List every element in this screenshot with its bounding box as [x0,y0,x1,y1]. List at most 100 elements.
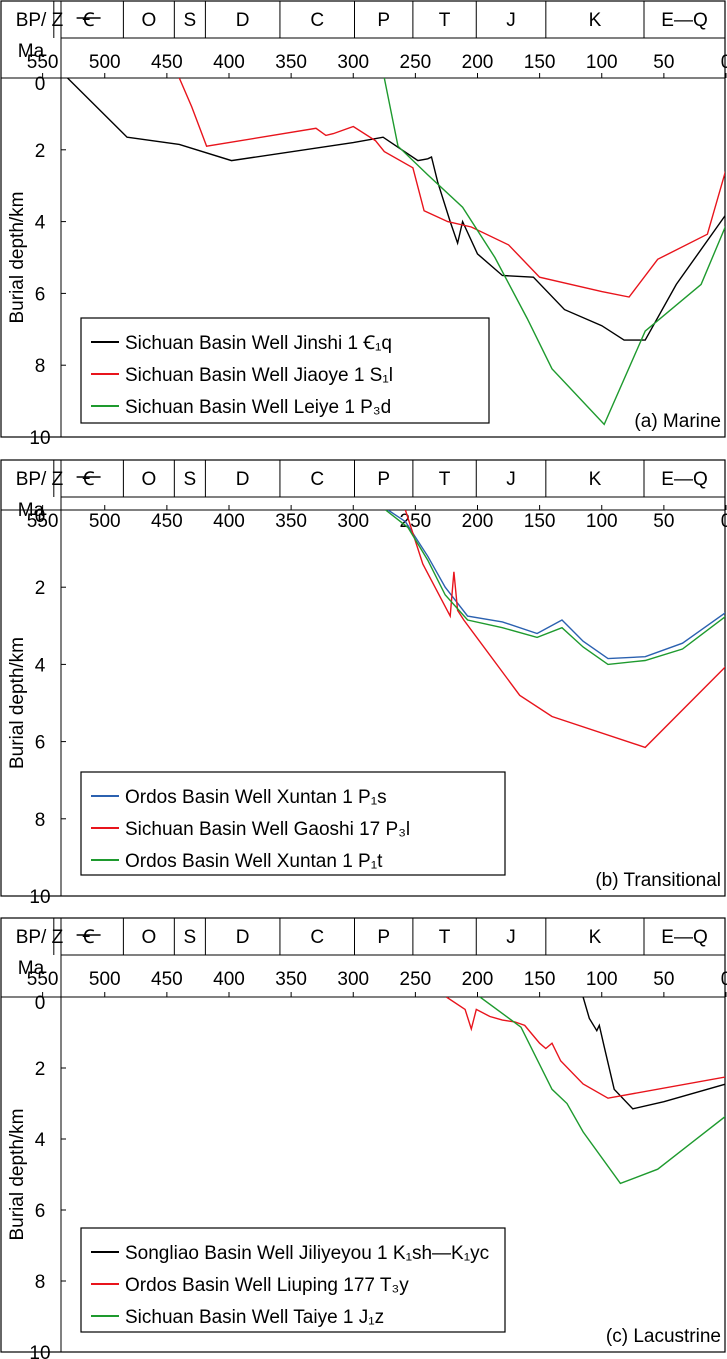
y-tick-label: 0 [35,993,46,1014]
period-label: D [236,469,250,490]
legend-label: Ordos Basin Well Xuntan 1 P₁s [125,787,387,808]
y-tick-label: 10 [29,1343,50,1359]
period-label: J [506,469,516,490]
legend-label: Sichuan Basin Well Gaoshi 17 P₃l [125,819,410,840]
y-axis-title: Burial depth/km [7,637,28,769]
legend-box [80,771,506,876]
period-label: T [439,10,451,31]
x-tick-label: 250 [400,969,432,990]
panel-label: (c) Lacustrine [606,1326,721,1347]
panel-label: (b) Transitional [595,870,721,891]
legend: Ordos Basin Well Xuntan 1 P₁s Sichuan Bas… [80,771,506,876]
panel-frame [0,0,726,438]
x-tick-label: 500 [89,52,121,73]
time-axis-label-line2: Ma [18,500,45,521]
x-tick-label: 100 [586,511,618,532]
legend-label: Sichuan Basin Well Leiye 1 P₃d [125,397,391,418]
x-tick-label: 200 [462,511,494,532]
period-label: Z [52,10,64,31]
x-tick-label: 0 [721,511,727,532]
x-tick-label: 350 [275,52,307,73]
x-tick-label: 350 [275,969,307,990]
panel-frame [0,917,726,1353]
period-label: C [310,469,324,490]
period-label: P [377,469,390,490]
legend-label: Ordos Basin Well Xuntan 1 P₁t [125,851,383,872]
y-tick-label: 2 [35,578,46,599]
series-line-1 [67,78,725,341]
x-tick-label: 450 [151,511,183,532]
period-label: Ꞓ [82,927,95,948]
x-tick-label: 500 [89,511,121,532]
time-axis-label-line2: Ma [18,958,45,979]
period-label: K [589,927,602,948]
y-tick-label: 8 [35,1272,46,1293]
time-axis-label-line1: BP/ [16,10,47,31]
period-label: T [439,469,451,490]
period-label: C [310,10,324,31]
y-tick-label: 6 [35,1201,46,1222]
period-label: Z [52,469,64,490]
series-line-2 [446,997,725,1099]
x-tick-label: 100 [586,969,618,990]
legend-label: Sichuan Basin Well Jiaoye 1 S₁l [125,365,393,386]
period-label: E—Q [661,927,707,948]
period-label: O [141,469,156,490]
panel-frame [0,459,726,897]
series-line-3 [383,78,725,426]
time-axis-label-line1: BP/ [16,469,47,490]
x-tick-label: 150 [524,52,556,73]
x-tick-label: 450 [151,52,183,73]
x-tick-label: 300 [337,969,369,990]
series-group [385,510,725,749]
period-label: C [310,927,324,948]
period-label: O [141,10,156,31]
period-label: P [377,10,390,31]
period-label: T [439,927,451,948]
period-label: K [589,469,602,490]
series-group [67,78,725,426]
period-label: Z [52,927,64,948]
x-tick-label: 550 [27,511,59,532]
x-tick-label: 550 [27,969,59,990]
series-line-1 [582,997,725,1110]
x-tick-label: 450 [151,969,183,990]
y-tick-label: 8 [35,810,46,831]
legend-label: Ordos Basin Well Liuping 177 T₃y [125,1275,409,1296]
y-tick-label: 2 [35,141,46,162]
legend-label: Sichuan Basin Well Jinshi 1 Ꞓ₁q [125,333,392,354]
legend-label: Songliao Basin Well Jiliyeyou 1 K₁sh—K₁y… [125,1243,489,1264]
x-tick-label: 0 [721,52,727,73]
y-axis-title: Burial depth/km [7,1108,28,1240]
period-label: E—Q [661,10,707,31]
x-tick-label: 400 [213,969,245,990]
period-label: S [184,927,197,948]
y-tick-label: 4 [35,1130,46,1151]
series-line-3 [479,997,725,1185]
x-tick-label: 200 [462,969,494,990]
y-tick-label: 2 [35,1059,46,1080]
y-tick-label: 6 [35,284,46,305]
series-line-2 [404,510,725,749]
y-tick-label: 0 [35,74,46,95]
x-tick-label: 550 [27,52,59,73]
legend-box [80,317,490,424]
legend: Sichuan Basin Well Jinshi 1 Ꞓ₁q Sichuan B… [80,317,490,424]
x-tick-label: 0 [721,969,727,990]
x-tick-label: 350 [275,511,307,532]
period-label: J [506,10,516,31]
series-line-2 [178,78,725,298]
y-tick-label: 0 [35,506,46,527]
x-tick-label: 100 [586,52,618,73]
period-label: E—Q [661,469,707,490]
y-tick-label: 6 [35,733,46,754]
time-axis-label-line1: BP/ [16,927,47,948]
x-tick-label: 150 [524,511,556,532]
y-axis-title: Burial depth/km [7,191,28,323]
period-label: Ꞓ [82,469,95,490]
x-tick-label: 400 [213,511,245,532]
period-label: K [589,10,602,31]
